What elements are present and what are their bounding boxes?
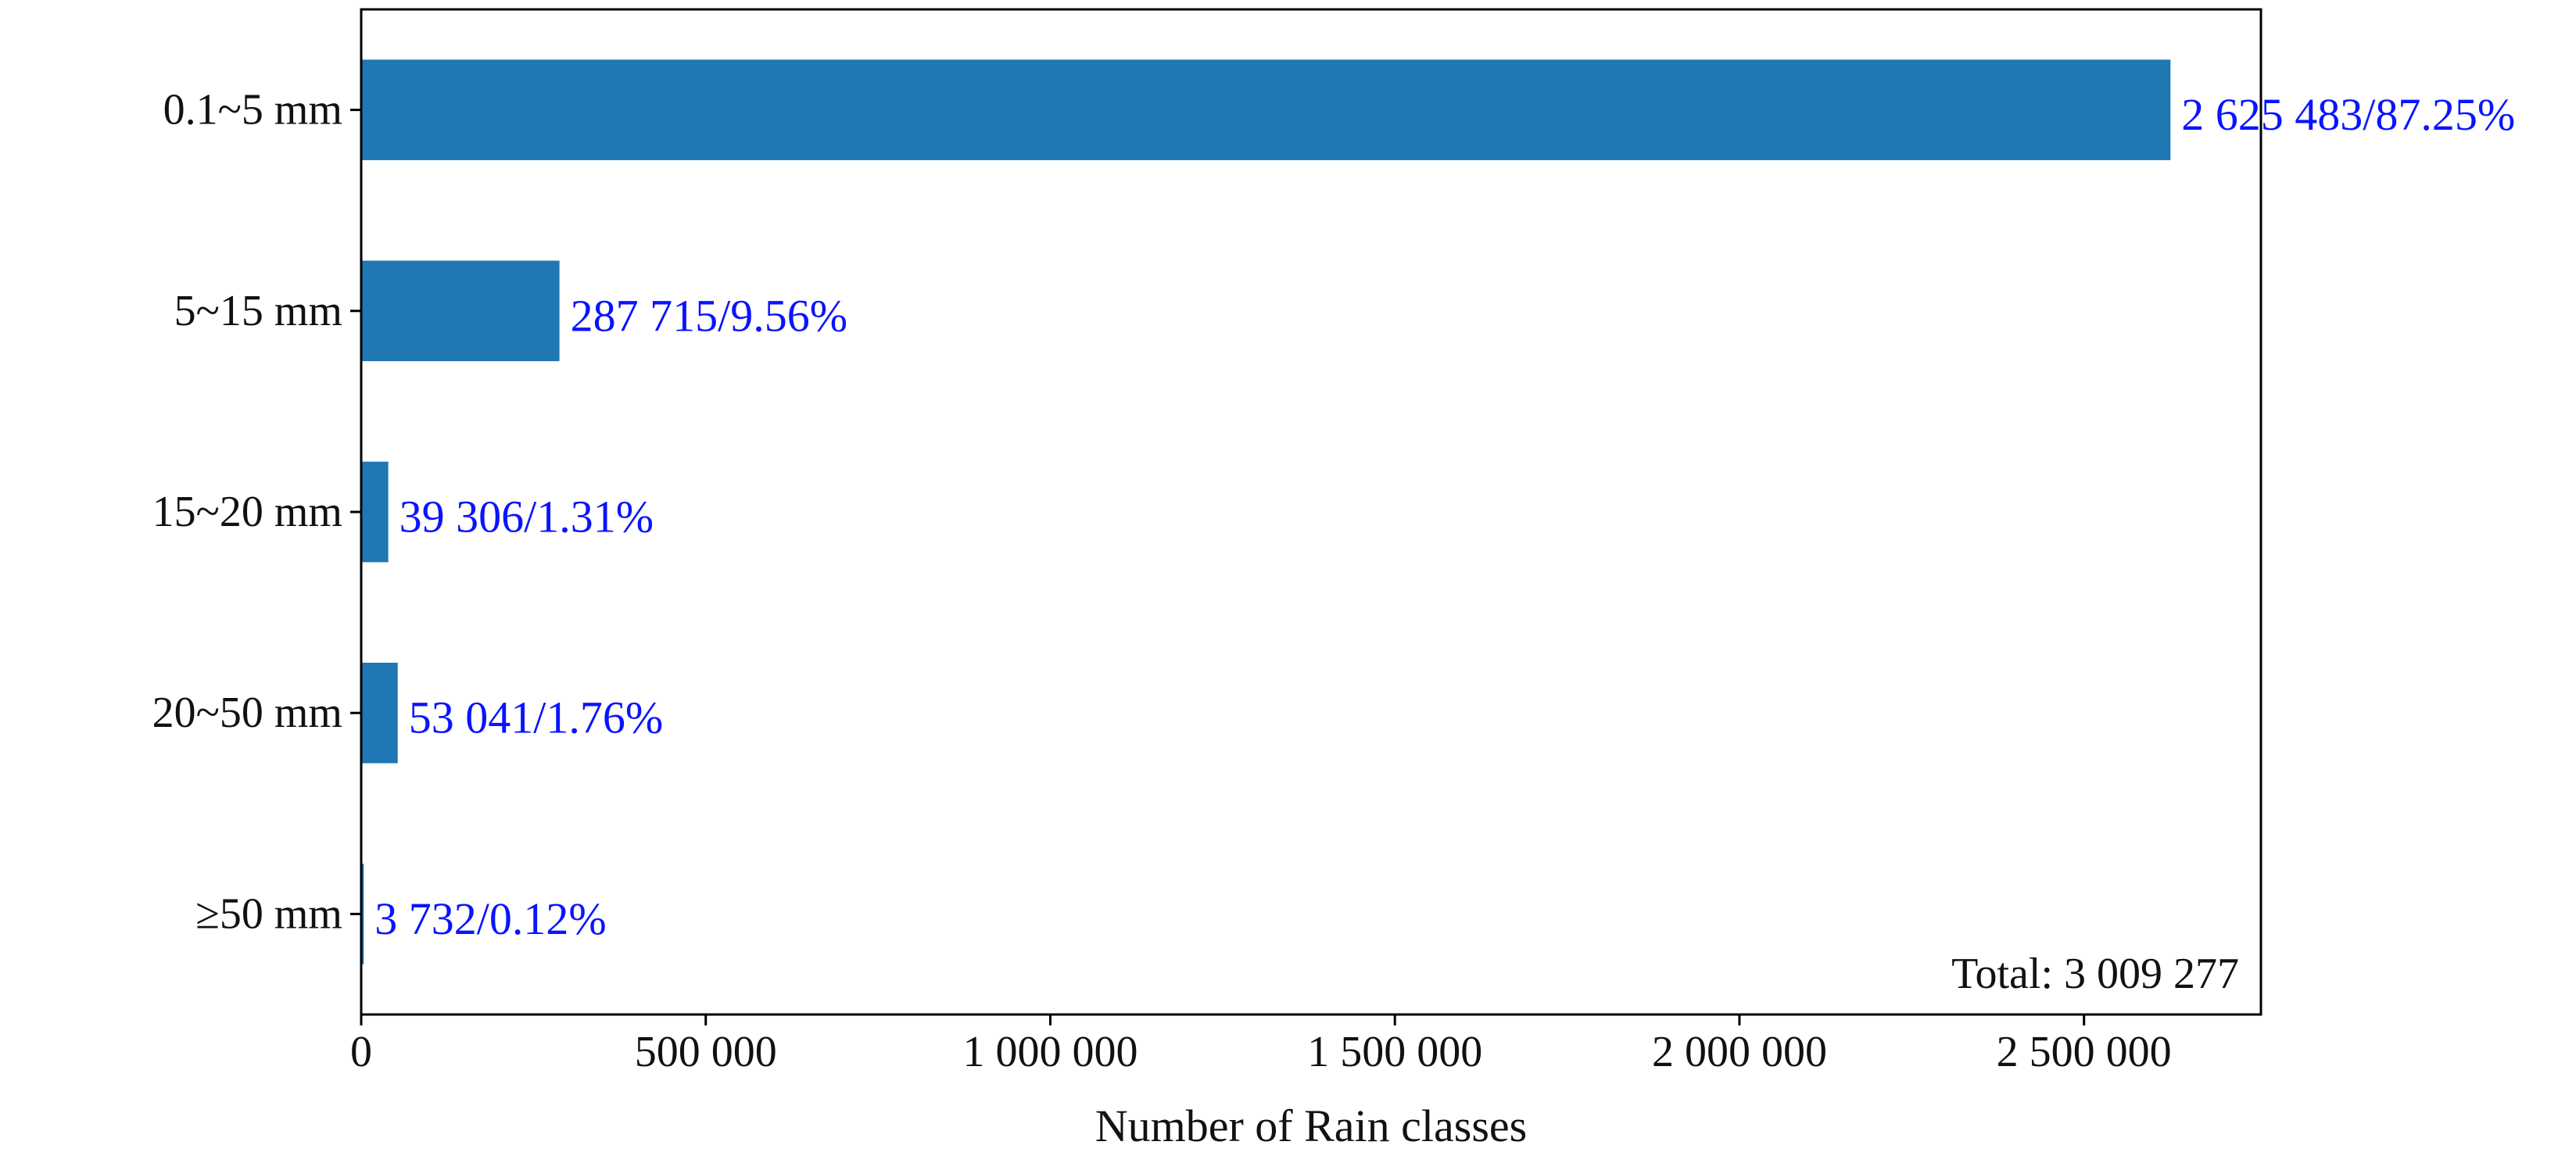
labels-layer: 0.1~5 mm 2 625 483/87.25% 5~15 mm 287 715/9… xyxy=(152,86,2516,1151)
data-label: 53 041/1.76% xyxy=(409,692,663,743)
y-tick-label: 0.1~5 mm xyxy=(163,86,342,134)
bars-layer xyxy=(361,59,2171,964)
axes-layer xyxy=(350,8,2263,1025)
data-label: 287 715/9.56% xyxy=(571,290,847,341)
data-label: 2 625 483/87.25% xyxy=(2181,89,2515,140)
total-annotation: Total: 3 009 277 xyxy=(1951,950,2239,998)
x-tick-label: 0 xyxy=(350,1028,372,1076)
bar-2 xyxy=(361,461,389,563)
x-axis-title: Number of Rain classes xyxy=(1095,1100,1527,1151)
y-tick-label: 20~50 mm xyxy=(152,689,342,737)
data-label: 3 732/0.12% xyxy=(374,893,606,944)
x-tick-label: 500 000 xyxy=(635,1028,777,1076)
y-tick-label: 15~20 mm xyxy=(152,488,342,536)
bar-1 xyxy=(361,260,560,362)
x-tick-label: 2 500 000 xyxy=(1997,1028,2172,1076)
y-tick-label: ≥50 mm xyxy=(195,889,342,938)
x-tick-label: 1 000 000 xyxy=(962,1028,1138,1076)
x-tick-label: 1 500 000 xyxy=(1307,1028,1482,1076)
x-tick-label: 2 000 000 xyxy=(1652,1028,1827,1076)
bar-0 xyxy=(361,59,2171,160)
plot-frame xyxy=(360,8,2263,1016)
bar-4 xyxy=(361,864,364,964)
bar-3 xyxy=(361,662,398,764)
y-tick-label: 5~15 mm xyxy=(174,287,342,335)
data-label: 39 306/1.31% xyxy=(399,492,654,542)
